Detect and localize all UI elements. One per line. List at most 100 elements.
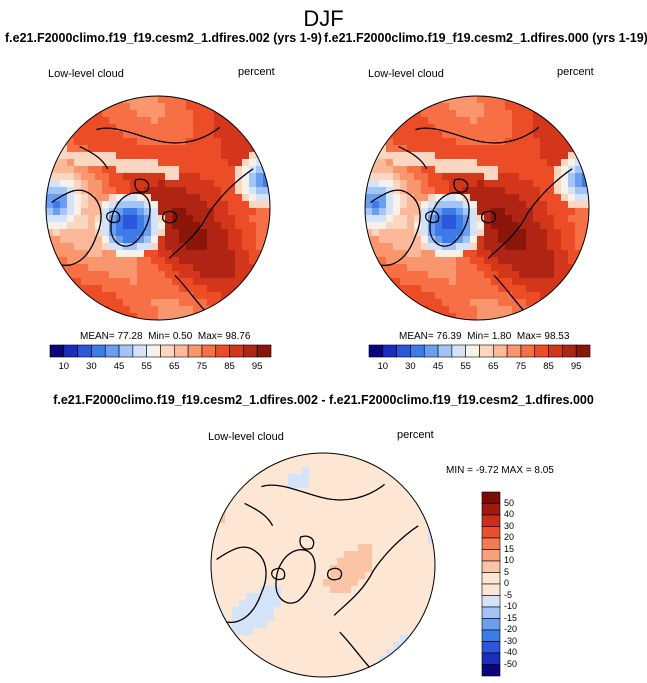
field-cell	[393, 222, 401, 230]
field-cell	[372, 173, 380, 181]
field-cell	[456, 250, 464, 258]
field-cell	[428, 250, 436, 258]
field-cell	[235, 173, 243, 181]
field-cell	[288, 677, 296, 683]
field-cell	[200, 124, 208, 132]
field-cell	[165, 278, 173, 286]
colorbar-tick-label: 30	[504, 520, 515, 531]
field-cell	[228, 222, 236, 230]
field-cell	[116, 285, 124, 293]
field-cell	[351, 530, 359, 538]
field-cell	[554, 187, 562, 195]
field-cell	[379, 278, 387, 286]
field-cell	[67, 124, 75, 132]
field-cell	[88, 159, 96, 167]
field-cell	[60, 138, 68, 146]
colorbar-swatch	[132, 344, 147, 358]
field-cell	[372, 586, 380, 594]
field-cell	[519, 236, 527, 244]
field-cell	[414, 285, 422, 293]
field-cell	[193, 257, 201, 265]
field-cell	[158, 159, 166, 167]
field-cell	[165, 320, 173, 328]
field-cell	[386, 264, 394, 272]
field-cell	[386, 635, 394, 643]
field-cell	[193, 159, 201, 167]
field-cell	[414, 579, 422, 587]
field-cell	[218, 530, 226, 538]
field-cell	[214, 278, 222, 286]
field-cell	[491, 222, 499, 230]
field-cell	[228, 173, 236, 181]
field-cell	[491, 285, 499, 293]
field-cell	[365, 621, 373, 629]
field-cell	[470, 138, 478, 146]
units-label-diff: percent	[397, 429, 434, 441]
field-cell	[379, 621, 387, 629]
field-cell	[386, 250, 394, 258]
field-cell	[456, 271, 464, 279]
field-cell	[533, 138, 541, 146]
field-cell	[253, 537, 261, 545]
colorbar-tick-label: 85	[543, 361, 554, 372]
field-cell	[386, 481, 394, 489]
field-cell	[498, 187, 506, 195]
field-cell	[400, 537, 408, 545]
field-cell	[365, 215, 373, 223]
field-cell	[144, 278, 152, 286]
field-cell	[323, 481, 331, 489]
field-cell	[561, 166, 569, 174]
field-cell	[179, 187, 187, 195]
field-cell	[351, 544, 359, 552]
field-cell	[379, 236, 387, 244]
field-cell	[547, 264, 555, 272]
field-cell	[288, 502, 296, 510]
field-cell	[228, 201, 236, 209]
field-cell	[547, 201, 555, 209]
field-cell	[505, 187, 513, 195]
field-cell	[102, 208, 110, 216]
field-cell	[519, 145, 527, 153]
field-cell	[151, 131, 159, 139]
field-cell	[414, 544, 422, 552]
field-cell	[186, 285, 194, 293]
field-cell	[228, 208, 236, 216]
field-cell	[246, 488, 254, 496]
field-cell	[477, 285, 485, 293]
field-cell	[144, 229, 152, 237]
field-cell	[172, 201, 180, 209]
field-cell	[186, 110, 194, 118]
field-cell	[547, 152, 555, 160]
field-cell	[358, 621, 366, 629]
field-cell	[144, 194, 152, 202]
field-cell	[130, 215, 138, 223]
colorbar-swatch	[548, 344, 563, 358]
field-cell	[67, 159, 75, 167]
field-cell	[235, 215, 243, 223]
field-cell	[414, 551, 422, 559]
field-cell	[393, 628, 401, 636]
field-cell	[330, 635, 338, 643]
field-cell	[554, 236, 562, 244]
field-cell	[218, 537, 226, 545]
field-cell	[235, 222, 243, 230]
field-cell	[88, 173, 96, 181]
field-cell	[428, 145, 436, 153]
field-cell	[144, 110, 152, 118]
field-cell	[214, 271, 222, 279]
field-cell	[46, 159, 54, 167]
field-cell	[172, 138, 180, 146]
field-cell	[379, 481, 387, 489]
field-cell	[316, 593, 324, 601]
field-cell	[351, 467, 359, 475]
field-cell	[288, 537, 296, 545]
field-cell	[137, 110, 145, 118]
field-cell	[179, 250, 187, 258]
field-cell	[260, 614, 268, 622]
field-cell	[393, 656, 401, 664]
colorbar-tick-label: 55	[460, 361, 471, 372]
field-cell	[547, 215, 555, 223]
field-cell	[526, 166, 534, 174]
field-cell	[379, 187, 387, 195]
field-cell	[435, 299, 443, 307]
